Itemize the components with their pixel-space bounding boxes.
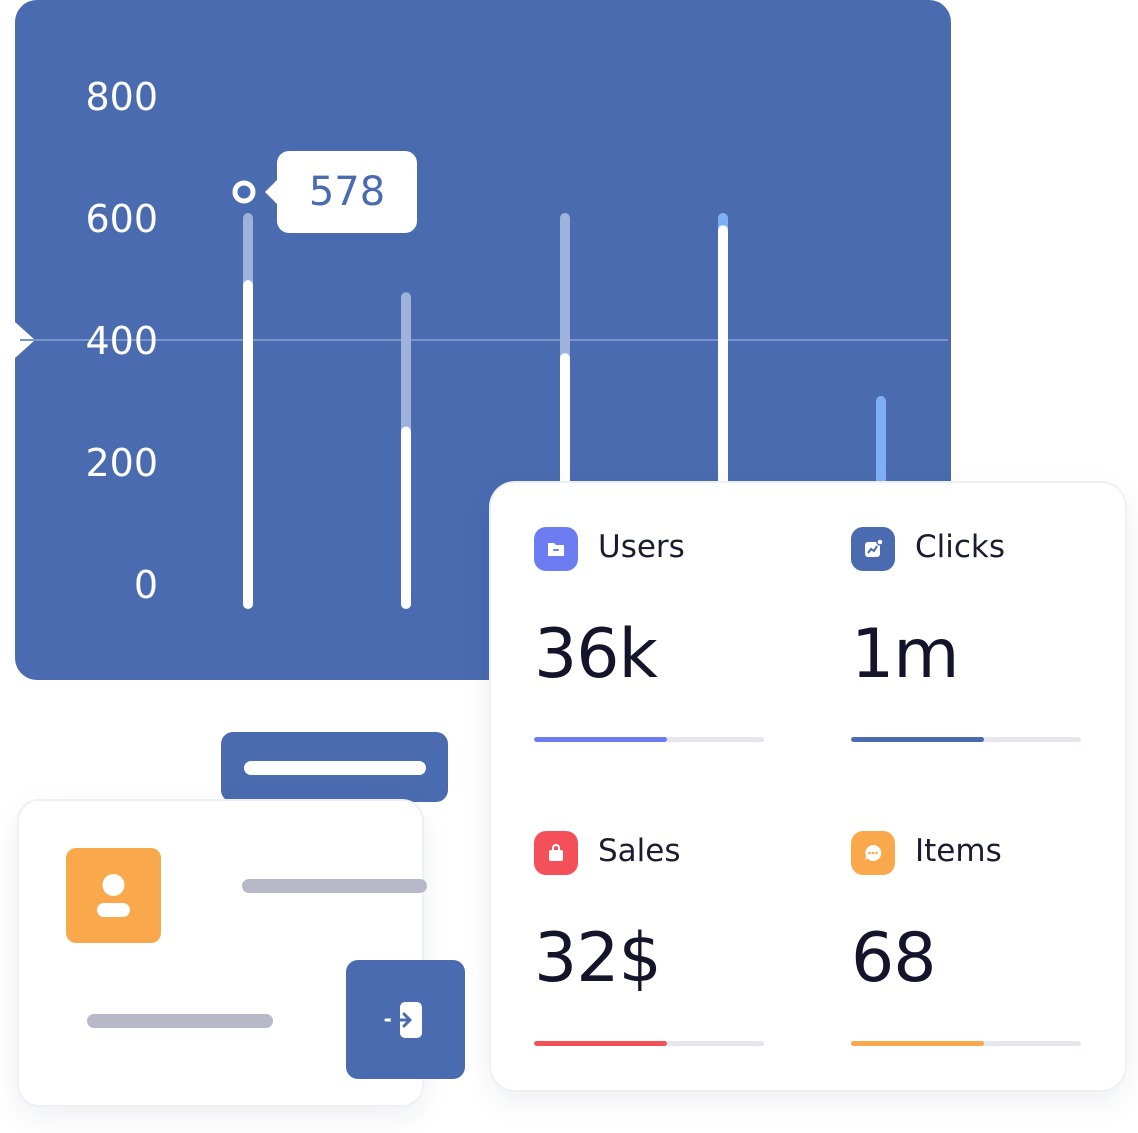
chat-icon (851, 831, 895, 875)
stat-progress-fill (534, 737, 668, 742)
stat-items[interactable]: Items 68 (851, 831, 1083, 1091)
stat-value: 68 (851, 919, 937, 998)
tooltip-value: 578 (308, 169, 386, 215)
avatar (66, 848, 161, 943)
stat-value: 36k (534, 615, 658, 694)
user-icon (97, 874, 130, 917)
chart-tooltip: 578 (265, 151, 417, 233)
stat-progress (534, 1041, 764, 1046)
pill-placeholder-line (244, 761, 426, 775)
chart-icon (851, 527, 895, 571)
placeholder-line (242, 879, 427, 893)
y-tick-label: 600 (85, 197, 158, 241)
y-tick-label: 0 (134, 563, 158, 607)
stat-progress-fill (851, 737, 985, 742)
stat-value: 32$ (534, 919, 662, 998)
stat-label: Sales (598, 833, 681, 869)
stat-label: Users (598, 529, 685, 565)
stat-label: Clicks (915, 529, 1006, 565)
stat-progress (851, 1041, 1081, 1046)
y-tick-label: 200 (85, 441, 158, 485)
placeholder-line (87, 1014, 273, 1028)
stat-sales[interactable]: Sales 32$ (534, 831, 766, 1091)
stat-progress (534, 737, 764, 742)
pill-tab[interactable] (221, 732, 448, 802)
bag-icon (534, 831, 578, 875)
stat-progress-fill (534, 1041, 668, 1046)
login-icon (384, 1001, 422, 1038)
stats-card: Users 36k Clicks 1m Sales 32$ (491, 483, 1125, 1090)
data-point-marker (232, 180, 256, 204)
stat-label: Items (915, 833, 1002, 869)
stat-clicks[interactable]: Clicks 1m (851, 527, 1083, 787)
bar-chart: 800 600 400 200 0 (20, 75, 948, 609)
stat-progress-fill (851, 1041, 985, 1046)
y-tick-label: 800 (85, 75, 158, 119)
y-tick-label: 400 (85, 319, 158, 363)
login-button[interactable] (346, 960, 465, 1079)
folder-icon (534, 527, 578, 571)
stat-progress (851, 737, 1081, 742)
stat-value: 1m (851, 615, 960, 694)
stat-users[interactable]: Users 36k (534, 527, 766, 787)
